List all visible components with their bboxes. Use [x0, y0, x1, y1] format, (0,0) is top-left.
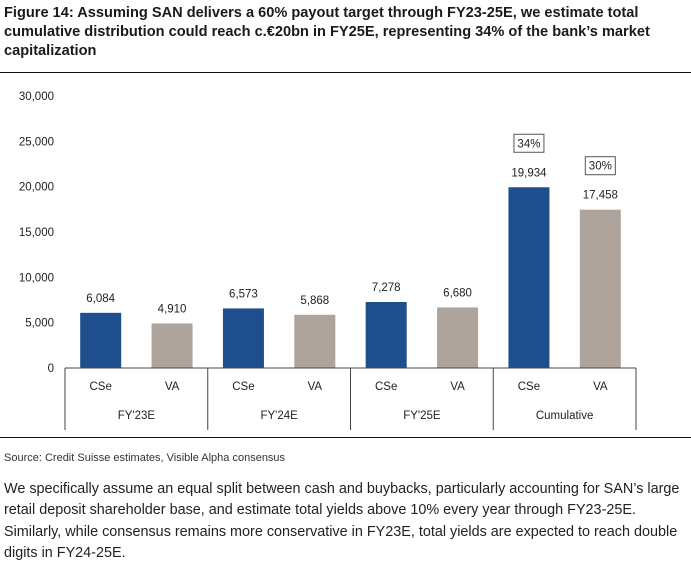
bar-cse	[222, 308, 264, 368]
bar-chart: 0 5,000 10,000 15,000 20,000 25,000 30,000 6,08…	[19, 91, 637, 430]
data-label: 17,458	[583, 190, 618, 202]
data-label: 4,910	[158, 303, 187, 315]
bar-va	[294, 314, 336, 368]
annotation-box	[513, 133, 545, 153]
x-group-label: FY'23E	[118, 410, 156, 422]
x-tick-label: CSe	[518, 381, 540, 393]
x-tick-label: VA	[593, 381, 608, 393]
figure-title: Figure 14: Assuming SAN delivers a 60% p…	[4, 5, 650, 59]
data-label: 19,934	[511, 167, 547, 179]
data-label: 6,680	[443, 287, 472, 299]
x-tick-label: CSe	[375, 381, 397, 393]
data-label: 7,278	[372, 282, 401, 294]
data-label: 6,084	[86, 293, 115, 305]
source-note: Source: Credit Suisse estimates, Visible…	[4, 452, 286, 464]
y-tick-label: 0	[48, 363, 54, 375]
y-tick-label: 25,000	[19, 136, 54, 148]
annotation-box	[584, 156, 616, 176]
x-tick-label: VA	[165, 381, 180, 393]
x-tick-label: CSe	[232, 381, 254, 393]
y-tick-label: 20,000	[19, 182, 54, 194]
annotation-label: 34%	[517, 138, 540, 150]
bar-va	[579, 209, 621, 368]
y-tick-label: 5,000	[25, 318, 54, 330]
title-rule	[0, 72, 691, 73]
bar-cse	[365, 302, 407, 368]
x-group-label: Cumulative	[536, 410, 594, 422]
annotation-label: 30%	[589, 161, 612, 173]
x-group-label: FY'25E	[403, 410, 441, 422]
bar-cse	[508, 187, 550, 368]
bar-cse	[80, 312, 122, 368]
y-tick-label: 10,000	[19, 272, 54, 284]
x-tick-label: CSe	[90, 381, 112, 393]
bar-va	[437, 307, 479, 368]
y-tick-label: 15,000	[19, 227, 54, 239]
data-label: 6,573	[229, 288, 258, 300]
bar-va	[151, 323, 193, 368]
chart-bottom-rule	[0, 437, 691, 438]
x-tick-label: VA	[308, 381, 323, 393]
x-tick-label: VA	[450, 381, 465, 393]
x-group-label: FY'24E	[260, 410, 298, 422]
body-paragraph: We specifically assume an equal split be…	[4, 481, 680, 562]
data-label: 5,868	[300, 295, 329, 307]
y-tick-label: 30,000	[19, 91, 54, 103]
